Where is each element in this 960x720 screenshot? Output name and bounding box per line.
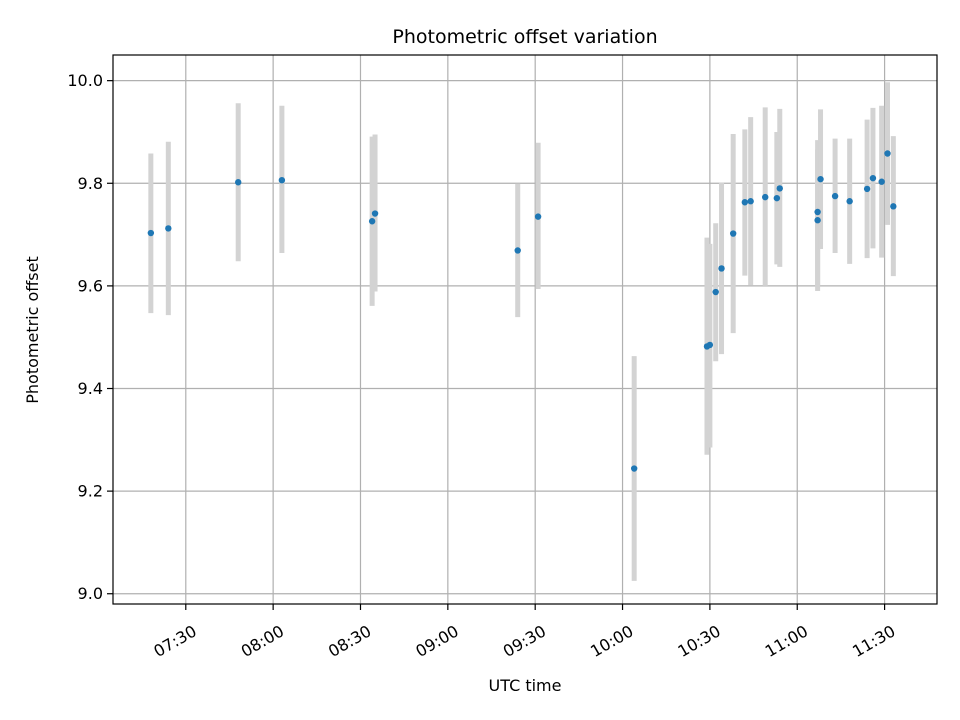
data-point	[534, 213, 542, 220]
data-point	[368, 218, 376, 225]
y-tick-label: 9.2	[78, 482, 103, 501]
data-points	[147, 150, 897, 472]
data-point	[762, 193, 769, 201]
data-point	[863, 185, 871, 193]
data-point	[278, 176, 286, 184]
y-tick-label: 9.6	[78, 276, 103, 295]
data-point	[747, 198, 754, 205]
data-point	[718, 265, 725, 272]
y-tick-label: 9.0	[78, 584, 103, 603]
data-point	[741, 199, 749, 206]
data-point	[846, 198, 853, 205]
x-axis-label: UTC time	[489, 676, 562, 695]
y-axis-label: Photometric offset	[23, 256, 42, 404]
data-point	[814, 217, 821, 224]
grid	[113, 55, 937, 604]
y-tick-label: 9.4	[78, 379, 103, 398]
y-tick-label: 10.0	[67, 71, 103, 90]
data-point	[630, 465, 638, 472]
y-tick-label: 9.8	[78, 174, 103, 193]
data-point	[890, 203, 897, 210]
data-point	[371, 210, 379, 217]
plot-frame	[112, 54, 938, 605]
data-point	[878, 178, 885, 185]
data-point	[729, 230, 737, 237]
data-point	[817, 175, 824, 183]
data-point	[831, 192, 839, 200]
data-point	[514, 247, 521, 254]
data-point	[706, 341, 714, 349]
data-point	[147, 229, 155, 237]
data-point	[814, 208, 821, 216]
data-point	[712, 288, 719, 296]
chart-title: Photometric offset variation	[392, 26, 657, 48]
data-point	[165, 225, 172, 232]
data-point	[884, 150, 891, 157]
data-point	[773, 194, 781, 202]
data-point	[869, 174, 877, 182]
data-point	[776, 185, 783, 192]
data-point	[235, 179, 242, 186]
